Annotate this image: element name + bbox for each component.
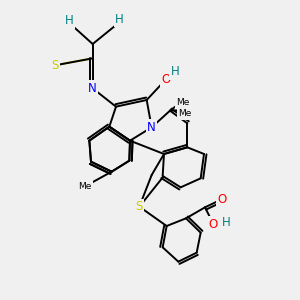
Text: H: H: [171, 65, 179, 78]
Text: H: H: [222, 216, 230, 229]
Text: S: S: [136, 200, 143, 213]
Text: H: H: [115, 13, 124, 26]
Text: O: O: [209, 218, 218, 230]
Text: O: O: [161, 73, 171, 86]
Text: Me: Me: [176, 98, 189, 107]
Text: S: S: [51, 59, 59, 72]
Text: Me: Me: [78, 182, 92, 191]
Text: N: N: [147, 121, 156, 134]
Text: N: N: [88, 82, 97, 95]
Text: O: O: [217, 193, 226, 206]
Text: H: H: [65, 14, 74, 27]
Text: Me: Me: [178, 110, 192, 118]
